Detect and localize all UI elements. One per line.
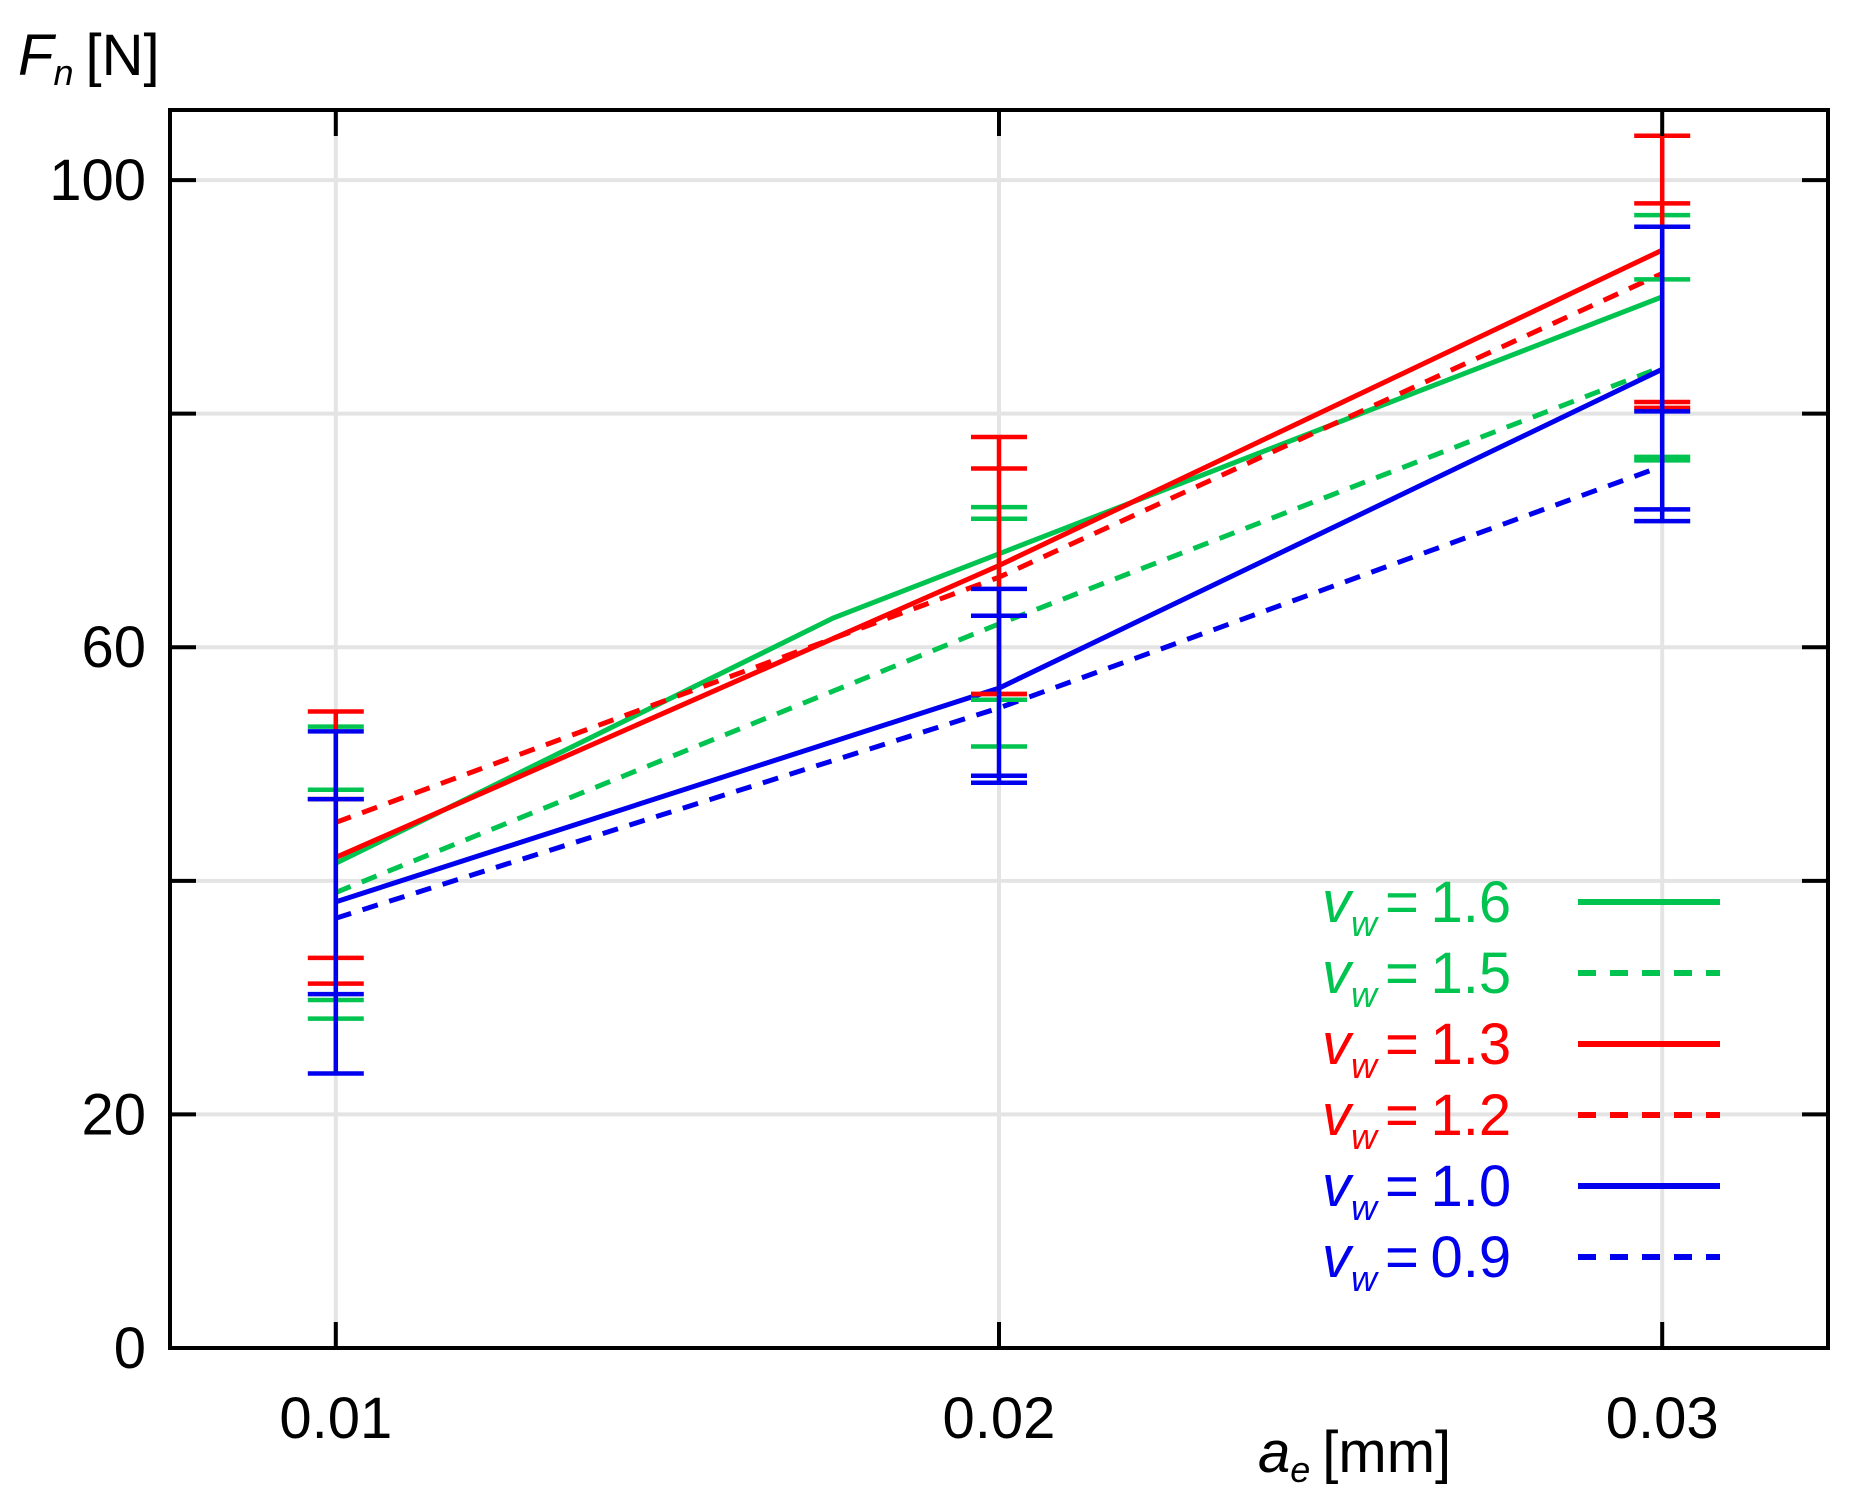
tick-labels: 0 20 60 100 0.01 0.02 0.03	[49, 148, 1718, 1451]
series-line-5	[335, 463, 1664, 921]
legend-symbol-5: v	[1322, 1225, 1354, 1290]
legend-value-5: = 0.9	[1385, 1225, 1511, 1290]
legend-label-3: vw = 1.2	[1322, 1083, 1511, 1157]
legend-value-3: = 1.2	[1385, 1083, 1511, 1148]
legend: vw = 1.6vw = 1.5vw = 1.3vw = 1.2vw = 1.0vw = 0…	[1322, 870, 1720, 1299]
legend-subscript-1: w	[1351, 974, 1379, 1015]
legend-value-2: = 1.3	[1385, 1012, 1511, 1077]
legend-label-5: vw = 0.9	[1322, 1225, 1511, 1299]
legend-subscript-2: w	[1351, 1045, 1379, 1086]
y-axis-symbol: F	[18, 23, 57, 88]
y-tick-label-0: 0	[114, 1316, 146, 1381]
legend-subscript-3: w	[1351, 1116, 1379, 1157]
legend-value-4: = 1.0	[1385, 1154, 1511, 1219]
x-axis-title: ae [mm]	[1258, 1420, 1451, 1490]
legend-symbol-1: v	[1322, 941, 1354, 1006]
legend-label-4: vw = 1.0	[1322, 1154, 1511, 1228]
legend-subscript-5: w	[1351, 1258, 1379, 1299]
y-axis-unit: [N]	[85, 23, 159, 88]
legend-label-2: vw = 1.3	[1322, 1012, 1511, 1086]
legend-value-1: = 1.5	[1385, 941, 1511, 1006]
legend-symbol-2: v	[1322, 1012, 1354, 1077]
y-tick-label-100: 100	[49, 148, 146, 213]
x-axis-subscript: e	[1290, 1449, 1310, 1490]
y-axis-subscript: n	[53, 52, 73, 93]
x-axis-symbol: a	[1258, 1420, 1290, 1485]
x-axis-unit: [mm]	[1322, 1420, 1451, 1485]
legend-subscript-0: w	[1351, 903, 1379, 944]
legend-symbol-0: v	[1322, 870, 1354, 935]
legend-subscript-4: w	[1351, 1187, 1379, 1228]
axis-ticks	[170, 110, 1828, 1350]
y-tick-label-20: 20	[81, 1082, 146, 1147]
error-bars	[307, 133, 1691, 1076]
x-tick-label-2: 0.03	[1606, 1386, 1719, 1451]
legend-label-0: vw = 1.6	[1322, 870, 1511, 944]
y-tick-label-60: 60	[81, 615, 146, 680]
y-axis-title: Fn [N]	[18, 23, 160, 93]
x-tick-label-0: 0.01	[279, 1386, 392, 1451]
legend-symbol-4: v	[1322, 1154, 1354, 1219]
legend-label-1: vw = 1.5	[1322, 941, 1511, 1015]
legend-symbol-3: v	[1322, 1083, 1354, 1148]
x-tick-label-1: 0.02	[943, 1386, 1056, 1451]
legend-value-0: = 1.6	[1385, 870, 1511, 935]
